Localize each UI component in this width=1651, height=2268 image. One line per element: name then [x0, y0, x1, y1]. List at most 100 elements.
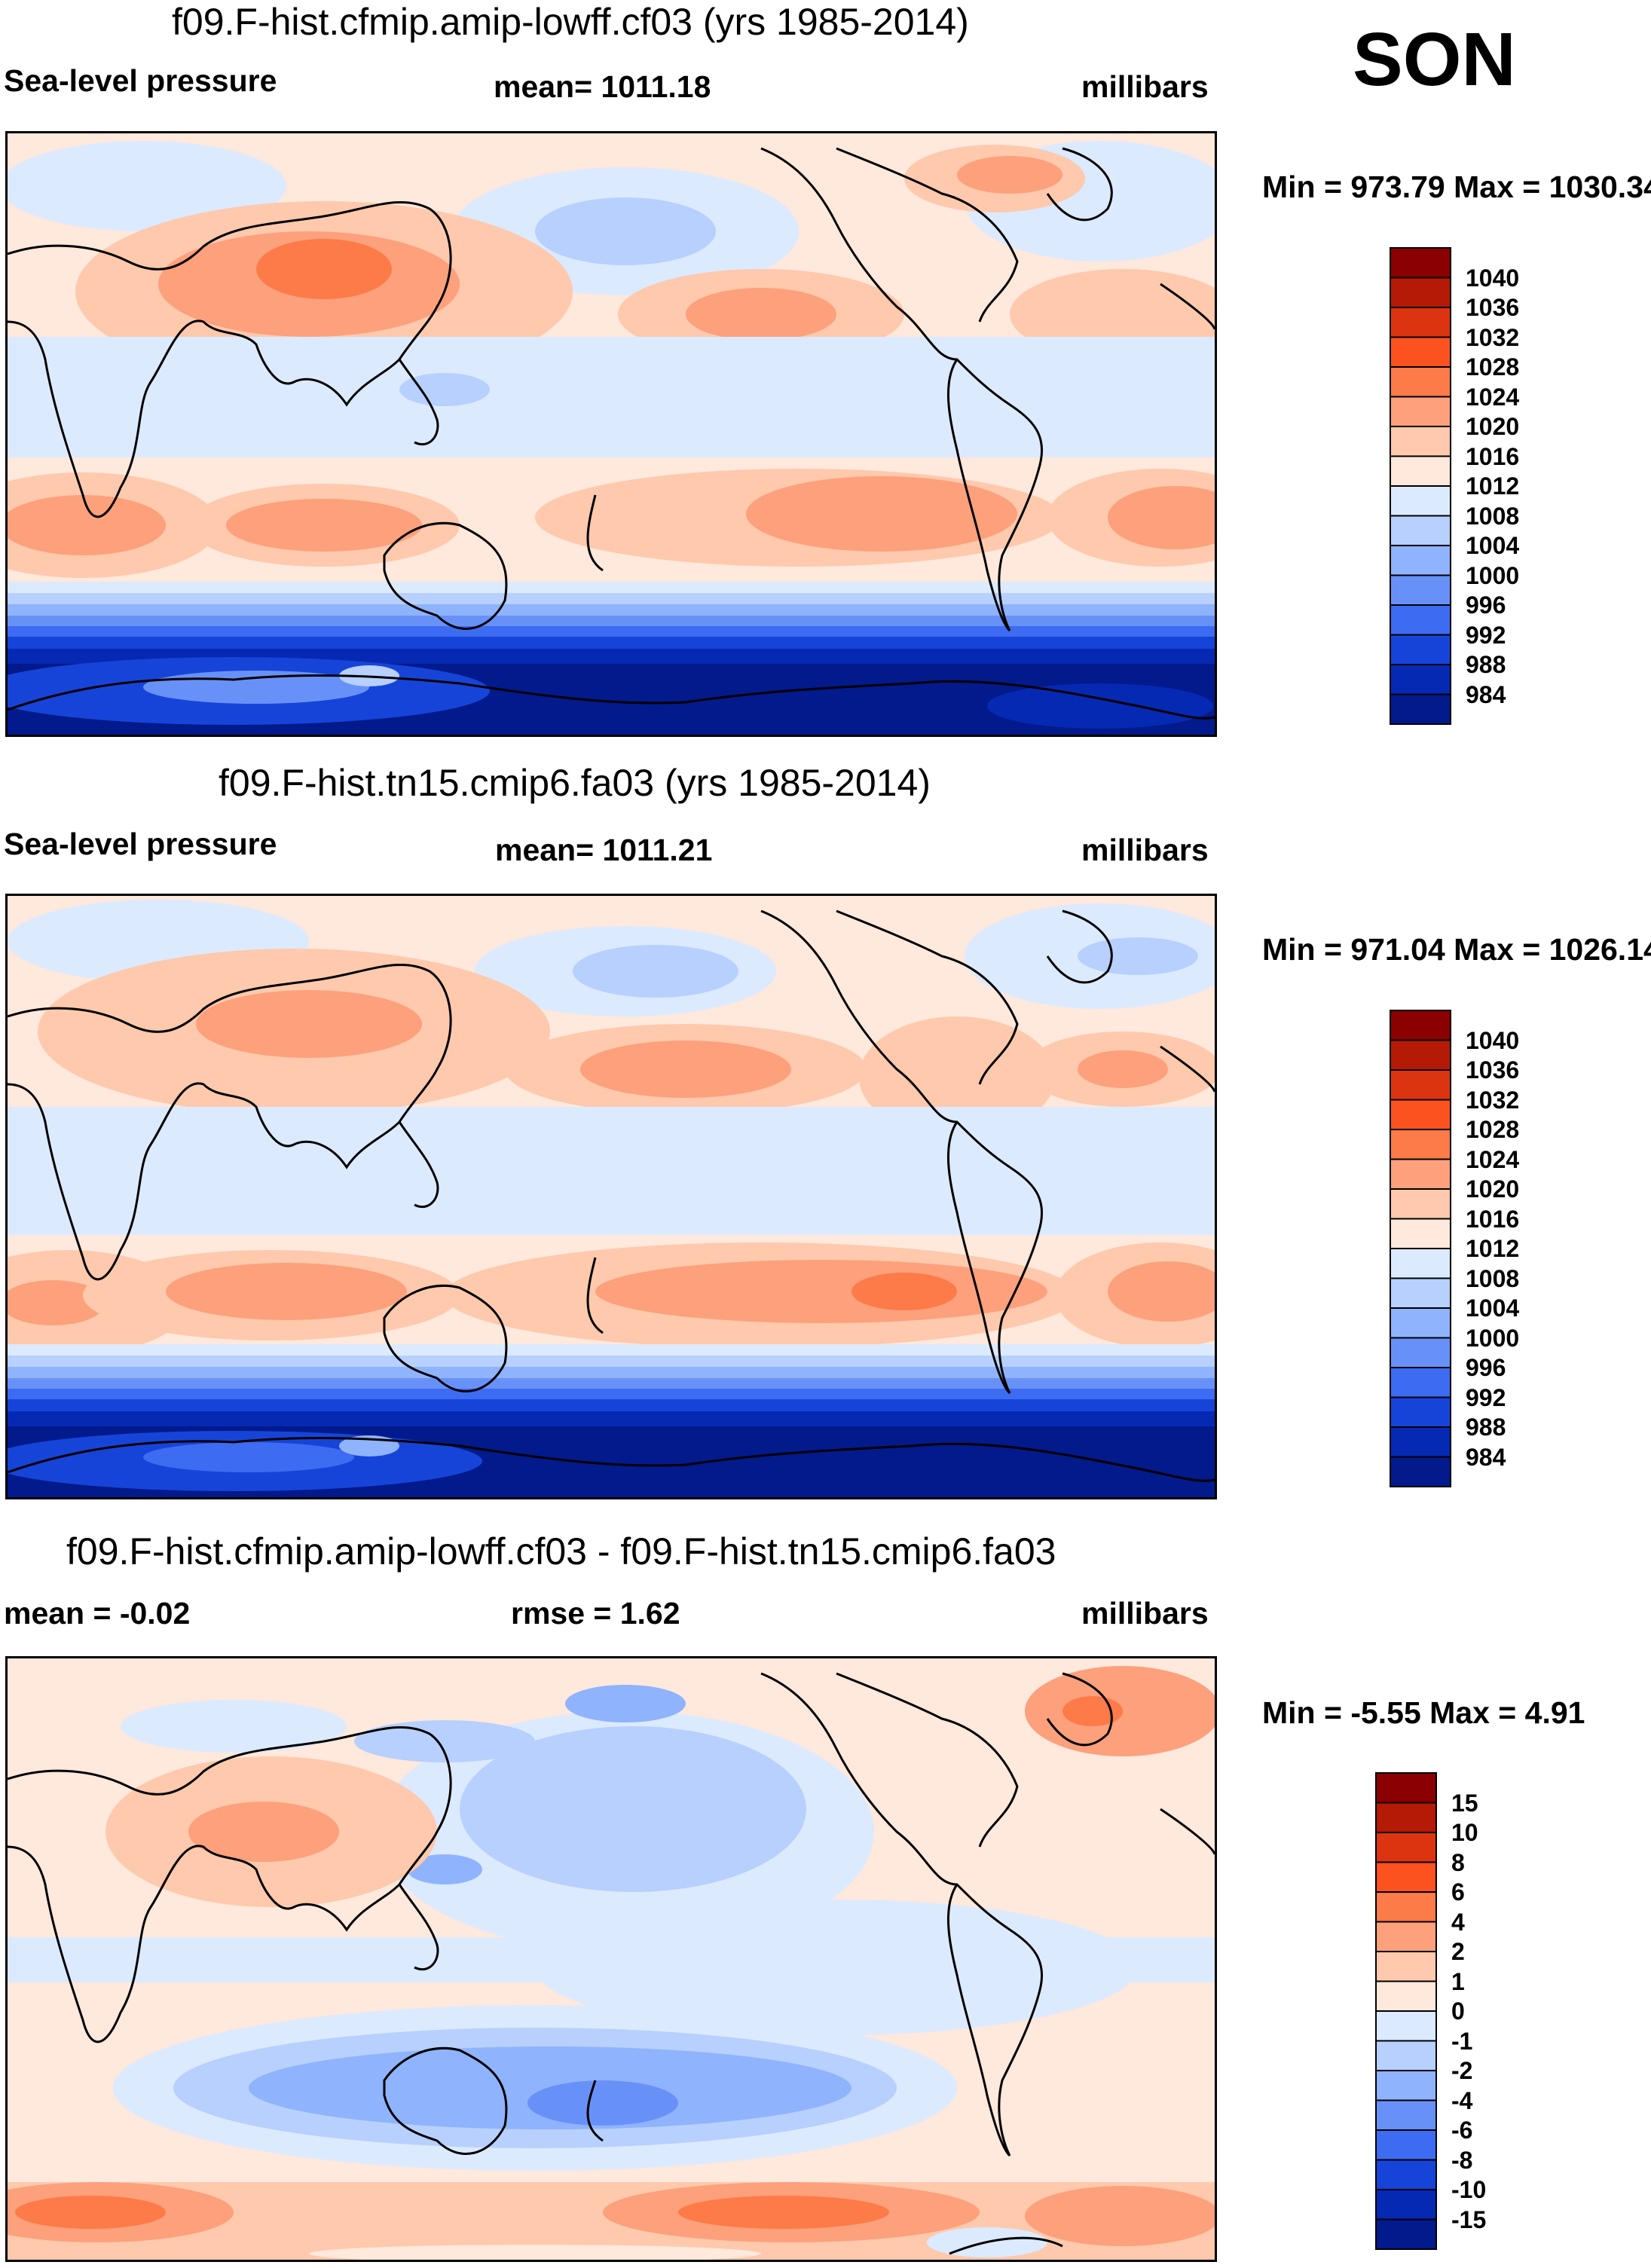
colorbar-level-label: 4: [1451, 1908, 1465, 1936]
colorbar-level-label: 992: [1466, 1383, 1506, 1411]
colorbar-swatch: [1375, 2189, 1437, 2221]
panel3-colorbar-svg: [1375, 1772, 1437, 2250]
colorbar-level-label: 1000: [1466, 561, 1520, 589]
colorbar-swatch: [1390, 545, 1451, 576]
colorbar-swatch: [1390, 1277, 1451, 1309]
colorbar-swatch: [1375, 1832, 1437, 1863]
colorbar-swatch: [1390, 1367, 1451, 1398]
colorbar-level-label: 1024: [1466, 383, 1520, 411]
colorbar-swatch: [1375, 1861, 1437, 1893]
colorbar-level-label: 1028: [1466, 1116, 1520, 1143]
colorbar-level-label: 1036: [1466, 1056, 1520, 1084]
colorbar-level-label: 1012: [1466, 472, 1520, 500]
colorbar-swatch: [1375, 1951, 1437, 1982]
panel2-colorbar: [1390, 1010, 1451, 1487]
colorbar-swatch: [1390, 1188, 1451, 1220]
colorbar-swatch: [1390, 247, 1451, 279]
panel1-mean-label: mean= 1011.18: [494, 69, 711, 104]
panel1-variable-label: Sea-level pressure: [4, 63, 277, 98]
colorbar-swatch: [1390, 634, 1451, 665]
colorbar-swatch: [1375, 2159, 1437, 2190]
colorbar-level-label: -8: [1451, 2146, 1473, 2174]
colorbar-level-label: 15: [1451, 1789, 1478, 1817]
panel3-title: f09.F-hist.cfmip.amip-lowff.cf03 - f09.F…: [66, 1530, 1056, 1573]
colorbar-swatch: [1390, 1218, 1451, 1249]
panel2-map: [5, 894, 1217, 1499]
colorbar-level-label: 1016: [1466, 442, 1520, 470]
panel3-map: [5, 1656, 1217, 2262]
colorbar-swatch: [1375, 2099, 1437, 2131]
colorbar-swatch: [1375, 2129, 1437, 2161]
colorbar-swatch: [1390, 1069, 1451, 1101]
panel2-variable-label: Sea-level pressure: [4, 827, 277, 861]
colorbar-swatch: [1375, 2040, 1437, 2071]
panel2-title: f09.F-hist.tn15.cmip6.fa03 (yrs 1985-201…: [219, 762, 931, 804]
colorbar-level-label: 1000: [1466, 1324, 1520, 1352]
panel2-colorbar-svg: [1390, 1010, 1451, 1487]
panel1-map: [5, 131, 1217, 737]
panel3-units-label: millibars: [1081, 1596, 1209, 1631]
colorbar-swatch: [1390, 574, 1451, 606]
colorbar-swatch: [1390, 1456, 1451, 1487]
colorbar-swatch: [1390, 1337, 1451, 1368]
colorbar-level-label: 984: [1466, 1443, 1506, 1471]
season-label: SON: [1353, 17, 1516, 102]
colorbar-swatch: [1390, 366, 1451, 398]
colorbar-level-label: 1016: [1466, 1205, 1520, 1233]
colorbar-level-label: 988: [1466, 1414, 1506, 1441]
colorbar-level-label: 1032: [1466, 1086, 1520, 1114]
panel2-units-label: millibars: [1081, 833, 1209, 867]
colorbar-level-label: 1004: [1466, 1294, 1520, 1322]
colorbar-swatch: [1390, 426, 1451, 457]
colorbar-swatch: [1375, 2070, 1437, 2101]
colorbar-level-label: 996: [1466, 1354, 1506, 1381]
colorbar-swatch: [1390, 693, 1451, 725]
colorbar-level-label: 992: [1466, 621, 1506, 649]
panel1-colorbar-svg: [1390, 247, 1451, 725]
panel3-minmax-label: Min = -5.55 Max = 4.91: [1262, 1695, 1585, 1730]
panel3-colorbar: [1375, 1772, 1437, 2250]
colorbar-swatch: [1375, 2218, 1437, 2250]
colorbar-level-label: 988: [1466, 651, 1506, 678]
colorbar-swatch: [1375, 1891, 1437, 1923]
colorbar-swatch: [1390, 604, 1451, 636]
colorbar-swatch: [1390, 664, 1451, 695]
colorbar-level-label: 1012: [1466, 1235, 1520, 1262]
colorbar-level-label: 6: [1451, 1878, 1465, 1906]
panel1-colorbar: [1390, 247, 1451, 725]
colorbar-level-label: 1032: [1466, 323, 1520, 351]
colorbar-swatch: [1375, 1802, 1437, 1833]
colorbar-swatch: [1390, 1010, 1451, 1041]
colorbar-level-label: 1020: [1466, 413, 1520, 440]
colorbar-level-label: -1: [1451, 2027, 1473, 2055]
panel3-map-svg: [8, 1658, 1215, 2260]
colorbar-level-label: -2: [1451, 2057, 1473, 2084]
colorbar-swatch: [1390, 515, 1451, 546]
colorbar-swatch: [1390, 277, 1451, 308]
panel2-map-svg: [8, 896, 1215, 1497]
colorbar-level-label: -10: [1451, 2176, 1487, 2203]
panel1-minmax-label: Min = 973.79 Max = 1030.34: [1262, 170, 1651, 204]
colorbar-swatch: [1390, 307, 1451, 338]
colorbar-level-label: 984: [1466, 680, 1506, 708]
colorbar-level-label: -4: [1451, 2086, 1473, 2114]
panel1-colorbar-labels: 1040 1036 1032 1028 1024 1020 1016 1012 1008 1004…: [1466, 248, 1556, 724]
colorbar-level-label: 1024: [1466, 1145, 1520, 1173]
colorbar-swatch: [1390, 1129, 1451, 1160]
colorbar-swatch: [1375, 2010, 1437, 2042]
panel3-mean-label: mean = -0.02: [4, 1596, 191, 1631]
colorbar-level-label: 1: [1451, 1967, 1465, 1995]
colorbar-level-label: 1008: [1466, 1264, 1520, 1292]
colorbar-swatch: [1390, 396, 1451, 427]
colorbar-swatch: [1390, 1158, 1451, 1190]
panel2-minmax-label: Min = 971.04 Max = 1026.14: [1262, 932, 1651, 967]
colorbar-level-label: -6: [1451, 2117, 1473, 2144]
colorbar-level-label: 1036: [1466, 294, 1520, 321]
colorbar-level-label: 1008: [1466, 502, 1520, 530]
panel1-title: f09.F-hist.cfmip.amip-lowff.cf03 (yrs 19…: [172, 1, 969, 43]
colorbar-level-label: 2: [1451, 1938, 1465, 1965]
colorbar-level-label: 1028: [1466, 353, 1520, 381]
colorbar-swatch: [1375, 1921, 1437, 1952]
colorbar-level-label: 0: [1451, 1997, 1465, 2025]
colorbar-swatch: [1390, 1248, 1451, 1279]
